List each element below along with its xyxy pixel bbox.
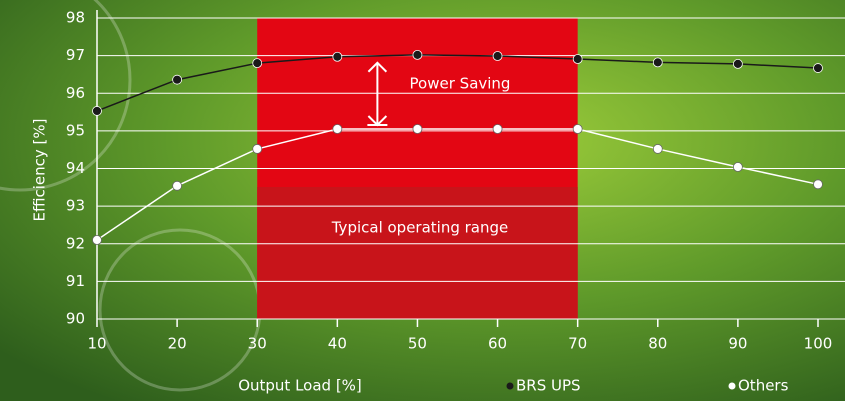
- data-point: [253, 144, 262, 153]
- data-point: [413, 50, 422, 59]
- data-point: [733, 162, 742, 171]
- operating-band: [257, 187, 577, 319]
- data-point: [493, 52, 502, 61]
- legend-label: Others: [738, 377, 789, 395]
- y-tick-label: 98: [66, 9, 85, 27]
- y-tick-label: 96: [66, 84, 85, 102]
- y-tick-label: 91: [66, 272, 85, 290]
- y-tick-label: 90: [66, 310, 85, 328]
- annotation: Typical operating range: [331, 219, 509, 237]
- x-tick-label: 50: [408, 335, 427, 353]
- x-tick-label: 30: [248, 335, 267, 353]
- x-tick-label: 60: [488, 335, 507, 353]
- data-point: [814, 180, 823, 189]
- data-point: [814, 64, 823, 73]
- chart: Output Load [%] Efficiency [%] 90 91 92 93 9…: [0, 0, 845, 401]
- data-point: [653, 144, 662, 153]
- x-tick-label: 40: [328, 335, 347, 353]
- y-axis-title: Efficiency [%]: [31, 119, 49, 222]
- y-tick-label: 97: [66, 46, 85, 64]
- y-tick-label: 92: [66, 234, 85, 252]
- x-tick-label: 20: [168, 335, 187, 353]
- data-point: [333, 52, 342, 61]
- data-point: [573, 124, 582, 133]
- x-tick-label: 90: [728, 335, 747, 353]
- x-tick-label: 80: [648, 335, 667, 353]
- data-point: [333, 124, 342, 133]
- data-point: [653, 58, 662, 67]
- data-point: [173, 75, 182, 84]
- data-point: [253, 59, 262, 68]
- annotation: Power Saving: [410, 75, 511, 93]
- data-point: [733, 59, 742, 68]
- y-tick-label: 94: [66, 159, 85, 177]
- legend-marker: [729, 383, 736, 390]
- x-tick-label: 70: [568, 335, 587, 353]
- data-point: [493, 124, 502, 133]
- legend-label: BRS UPS: [516, 377, 581, 395]
- data-point: [413, 124, 422, 133]
- x-tick-label: 100: [804, 335, 833, 353]
- y-tick-label: 93: [66, 197, 85, 215]
- data-point: [93, 235, 102, 244]
- legend-marker: [507, 383, 514, 390]
- data-point: [173, 181, 182, 190]
- y-tick-label: 95: [66, 121, 85, 139]
- x-tick-label: 10: [87, 335, 106, 353]
- data-point: [573, 55, 582, 64]
- data-point: [93, 106, 102, 115]
- x-axis-title: Output Load [%]: [238, 377, 362, 395]
